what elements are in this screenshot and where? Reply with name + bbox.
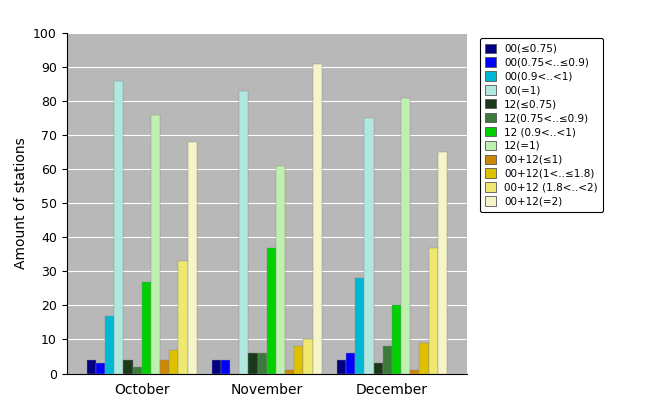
Bar bbox=[355, 278, 364, 374]
Bar bbox=[401, 98, 410, 374]
Bar bbox=[374, 363, 383, 374]
Bar bbox=[346, 353, 355, 374]
Bar bbox=[123, 360, 133, 374]
Bar bbox=[392, 305, 401, 374]
Bar bbox=[267, 248, 276, 374]
Legend: 00(≤0.75), 00(0.75<..≤0.9), 00(0.9<..<1), 00(=1), 12(≤0.75), 12(0.75<..≤0.9), 12: 00(≤0.75), 00(0.75<..≤0.9), 00(0.9<..<1)… bbox=[480, 39, 603, 212]
Bar bbox=[239, 91, 248, 374]
Bar bbox=[420, 343, 428, 374]
Bar bbox=[285, 370, 294, 374]
Bar bbox=[383, 346, 392, 374]
Bar bbox=[276, 166, 285, 374]
Bar bbox=[169, 350, 179, 374]
Bar bbox=[114, 81, 123, 374]
Bar bbox=[410, 370, 420, 374]
Bar bbox=[187, 142, 197, 374]
Bar bbox=[337, 360, 346, 374]
Bar bbox=[313, 64, 321, 374]
Bar bbox=[105, 316, 114, 374]
Bar bbox=[142, 282, 151, 374]
Bar bbox=[179, 261, 187, 374]
Bar bbox=[249, 353, 257, 374]
Bar bbox=[151, 115, 160, 374]
Bar bbox=[438, 152, 447, 374]
Bar bbox=[428, 248, 438, 374]
Bar bbox=[160, 360, 169, 374]
Y-axis label: Amount of stations: Amount of stations bbox=[13, 137, 27, 269]
Bar bbox=[221, 360, 230, 374]
Bar bbox=[303, 339, 313, 374]
Bar bbox=[364, 118, 374, 374]
Bar bbox=[87, 360, 96, 374]
Bar bbox=[133, 367, 142, 374]
Bar bbox=[294, 346, 303, 374]
Bar bbox=[96, 363, 105, 374]
Bar bbox=[212, 360, 221, 374]
Bar bbox=[257, 353, 267, 374]
